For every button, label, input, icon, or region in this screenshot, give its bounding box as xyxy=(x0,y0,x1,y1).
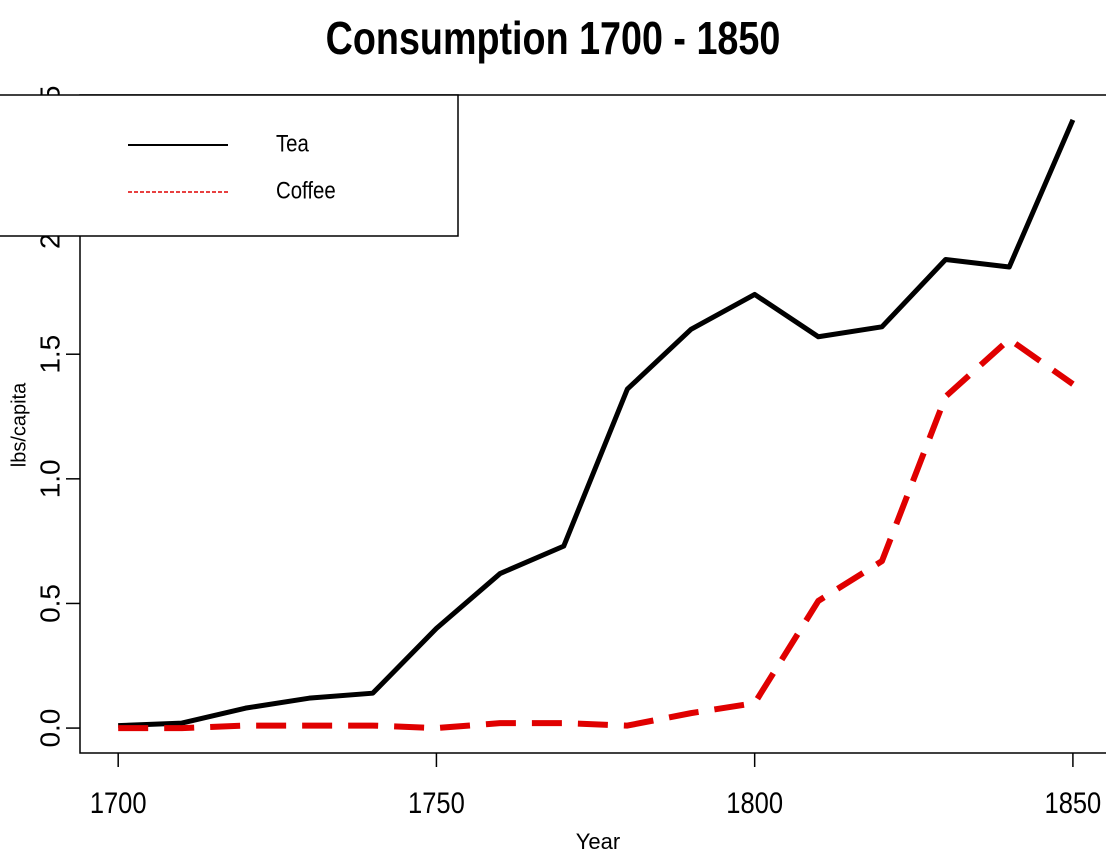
x-tick-label: 1750 xyxy=(408,786,465,819)
series-line xyxy=(118,118,1076,729)
series-line xyxy=(118,336,1075,732)
y-tick-label: 0.5 xyxy=(34,584,65,623)
x-axis-label: Year xyxy=(576,829,620,854)
chart-title: Consumption 1700 - 1850 xyxy=(326,13,781,64)
y-tick-label: 1.0 xyxy=(34,459,65,498)
x-tick-label: 1850 xyxy=(1045,786,1102,819)
y-tick-label: 1.5 xyxy=(34,335,65,374)
x-tick-label: 1800 xyxy=(726,786,783,819)
legend-box xyxy=(0,94,459,237)
legend-label: Tea xyxy=(276,130,309,157)
y-axis-label: lbs/capita xyxy=(8,382,30,467)
legend-label: Coffee xyxy=(276,177,336,204)
plot-frame xyxy=(79,94,1106,754)
x-tick-label: 1700 xyxy=(90,786,147,819)
y-tick-label: 0.0 xyxy=(34,709,65,748)
